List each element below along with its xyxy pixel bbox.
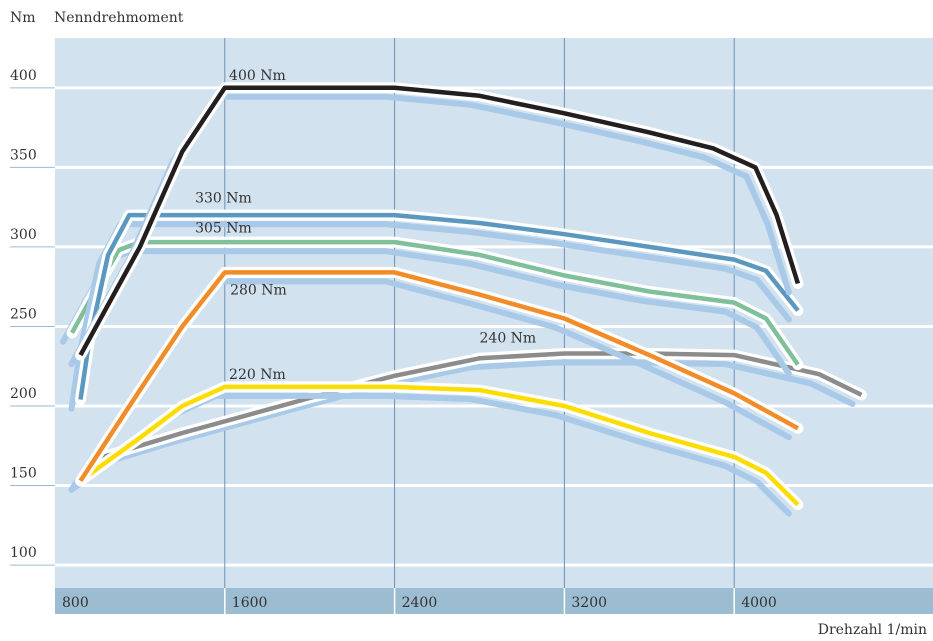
- series-label: 305 Nm: [195, 221, 252, 237]
- x-axis-ticks: 800 1600 2400 3200 4000: [62, 588, 777, 614]
- y-axis-label: Nm: [10, 10, 36, 26]
- series-280-nm: [68, 266, 804, 493]
- series-line: [78, 212, 800, 400]
- y-tick-label: 200: [10, 386, 37, 402]
- series-labels: 400 Nm 330 Nm 305 Nm 280 Nm 240 Nm 220 Nm: [195, 68, 536, 383]
- x-axis-band: [55, 588, 933, 614]
- series-line: [78, 85, 801, 357]
- y-tick-label: 250: [10, 306, 37, 322]
- x-tick-label: 1600: [232, 595, 268, 611]
- series-220-nm: [68, 381, 804, 517]
- y-tick-label: 300: [10, 227, 37, 243]
- series-label: 240 Nm: [480, 330, 537, 346]
- series-label: 400 Nm: [229, 68, 286, 84]
- y-tick-label: 100: [10, 545, 37, 561]
- series-line: [70, 239, 800, 366]
- x-tick-label: 4000: [741, 595, 777, 611]
- series-label: 330 Nm: [195, 190, 252, 206]
- series-line: [96, 351, 863, 461]
- series-330-nm: [68, 209, 804, 412]
- chart-title: Nenndrehmoment: [54, 10, 184, 26]
- series-shadow: [85, 359, 856, 471]
- y-axis-ticks: 100 150 200 250 300 350 400: [10, 68, 55, 566]
- x-tick-label: 800: [62, 595, 89, 611]
- series-label: 280 Nm: [230, 283, 287, 299]
- series-line: [78, 270, 799, 483]
- series-line: [79, 384, 800, 507]
- y-tick-label: 400: [10, 68, 37, 84]
- series-label: 220 Nm: [229, 367, 286, 383]
- series-240-nm: [85, 348, 867, 471]
- x-tick-label: 2400: [402, 595, 438, 611]
- x-tick-label: 3200: [571, 595, 607, 611]
- y-tick-label: 150: [10, 466, 37, 482]
- series-400-nm: [68, 82, 804, 368]
- y-tick-label: 350: [10, 147, 37, 163]
- x-axis-label: Drehzahl 1/min: [818, 622, 927, 638]
- series-lines: [60, 82, 867, 517]
